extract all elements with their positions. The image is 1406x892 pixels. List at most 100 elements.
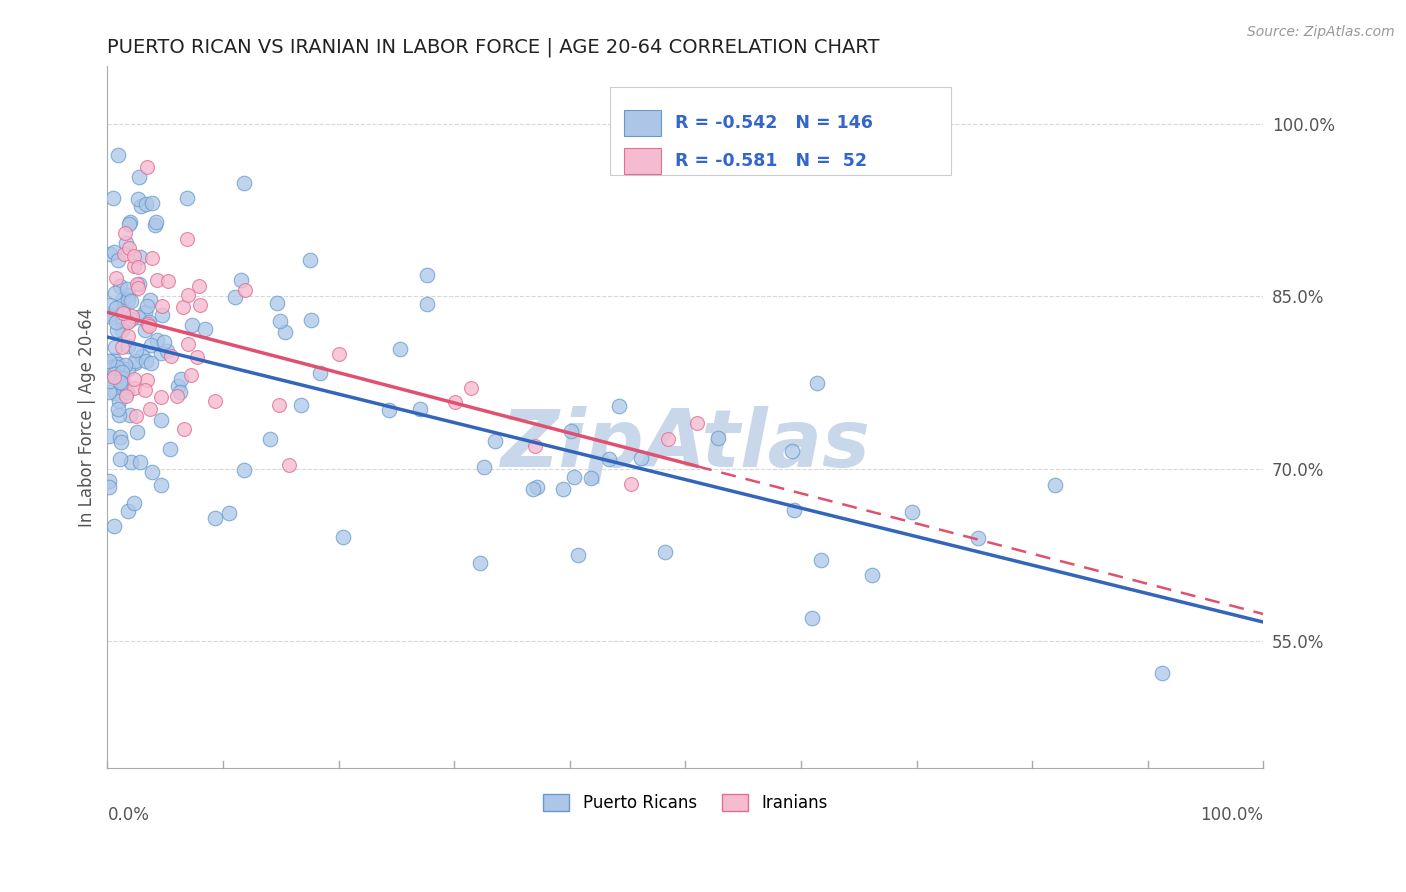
Point	[98, 246, 121, 260]
Point	[103, 352, 125, 367]
Point	[149, 477, 172, 491]
Point	[97, 360, 120, 375]
Point	[105, 323, 128, 337]
Point	[127, 310, 149, 324]
Point	[290, 398, 312, 412]
Point	[141, 338, 163, 352]
Point	[579, 471, 602, 485]
Point	[124, 353, 146, 368]
Point	[172, 300, 194, 314]
Point	[118, 241, 141, 255]
Point	[118, 215, 141, 229]
Point	[188, 298, 211, 312]
Point	[105, 359, 128, 374]
Point	[110, 430, 132, 444]
Point	[160, 349, 183, 363]
Point	[135, 299, 157, 313]
Point	[124, 356, 146, 370]
Point	[472, 460, 495, 475]
Point	[112, 382, 135, 396]
Point	[150, 346, 173, 360]
Point	[110, 435, 132, 450]
Point	[110, 365, 132, 379]
Point	[141, 251, 163, 265]
Point	[117, 316, 139, 330]
Point	[127, 192, 149, 206]
Point	[97, 481, 120, 495]
Point	[131, 199, 153, 213]
Point	[135, 161, 157, 175]
Point	[104, 340, 127, 354]
Point	[97, 309, 120, 323]
Point	[104, 385, 127, 400]
Point	[111, 376, 134, 390]
Point	[114, 359, 136, 373]
Point	[112, 305, 135, 319]
Point	[139, 401, 162, 416]
Point	[470, 557, 492, 571]
Point	[267, 398, 290, 412]
Point	[111, 371, 134, 385]
Bar	[624, 148, 661, 174]
Point	[567, 549, 589, 563]
Point	[150, 413, 173, 427]
Point	[135, 354, 157, 368]
Point	[107, 357, 129, 371]
Point	[654, 545, 676, 559]
Point	[145, 218, 167, 232]
Point	[388, 343, 411, 357]
Legend: Puerto Ricans, Iranians: Puerto Ricans, Iranians	[536, 788, 835, 819]
Point	[231, 272, 253, 286]
Point	[328, 347, 350, 361]
Point	[416, 268, 439, 282]
Point	[780, 444, 803, 458]
Point	[139, 293, 162, 307]
Point	[117, 293, 139, 308]
Point	[118, 312, 141, 326]
Point	[112, 303, 135, 318]
Point	[416, 297, 439, 311]
Point	[117, 328, 139, 343]
Point	[101, 191, 124, 205]
Point	[108, 409, 131, 423]
Point	[115, 384, 138, 399]
Point	[218, 506, 240, 520]
Point	[299, 312, 322, 326]
Point	[97, 474, 120, 488]
Point	[526, 480, 548, 494]
Point	[145, 215, 167, 229]
Point	[98, 353, 121, 368]
Text: R = -0.542   N = 146: R = -0.542 N = 146	[675, 114, 873, 132]
Point	[806, 376, 828, 390]
Point	[141, 196, 163, 211]
Point	[484, 434, 506, 448]
Point	[299, 253, 322, 268]
Point	[103, 244, 125, 259]
Point	[460, 381, 482, 395]
Point	[127, 260, 149, 274]
Point	[150, 299, 173, 313]
Point	[127, 425, 149, 439]
Point	[128, 251, 150, 265]
Point	[177, 336, 200, 351]
Point	[112, 314, 135, 328]
Point	[378, 402, 401, 417]
Text: R = -0.581   N =  52: R = -0.581 N = 52	[675, 152, 868, 170]
Point	[105, 270, 128, 285]
Point	[138, 315, 160, 329]
Point	[120, 408, 142, 422]
Point	[114, 235, 136, 250]
Point	[707, 431, 730, 445]
Point	[967, 531, 990, 545]
Text: ZipAtlas: ZipAtlas	[501, 406, 870, 484]
Point	[146, 333, 169, 347]
Point	[860, 567, 883, 582]
Point	[107, 401, 129, 416]
Point	[103, 367, 125, 381]
Point	[108, 451, 131, 466]
Point	[117, 287, 139, 301]
Point	[309, 366, 332, 380]
Point	[141, 466, 163, 480]
Point	[204, 511, 226, 525]
Point	[686, 416, 709, 430]
